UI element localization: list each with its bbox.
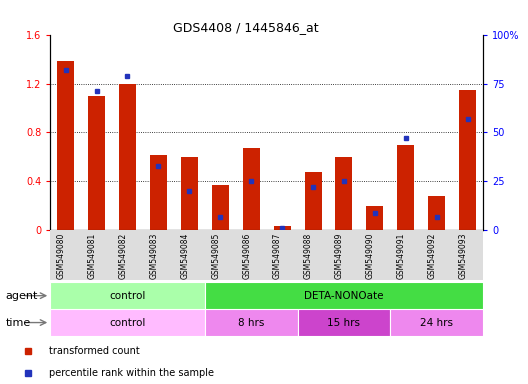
Text: time: time xyxy=(5,318,31,328)
Text: 24 hrs: 24 hrs xyxy=(420,318,453,328)
Text: GSM549085: GSM549085 xyxy=(211,233,220,279)
Text: 15 hrs: 15 hrs xyxy=(327,318,361,328)
Text: GSM549089: GSM549089 xyxy=(335,233,344,279)
Bar xyxy=(50,282,205,309)
Text: GSM549082: GSM549082 xyxy=(118,233,127,279)
Text: percentile rank within the sample: percentile rank within the sample xyxy=(49,368,214,378)
Text: GSM549080: GSM549080 xyxy=(56,233,65,279)
Text: GSM549091: GSM549091 xyxy=(397,233,406,279)
Text: GSM549083: GSM549083 xyxy=(149,233,158,279)
Text: GSM549090: GSM549090 xyxy=(366,233,375,280)
Text: GSM549092: GSM549092 xyxy=(428,233,437,279)
Text: GSM549081: GSM549081 xyxy=(88,233,97,279)
Bar xyxy=(428,196,445,230)
Bar xyxy=(50,309,205,336)
Bar xyxy=(181,157,198,230)
Text: transformed count: transformed count xyxy=(49,346,140,356)
Text: DETA-NONOate: DETA-NONOate xyxy=(304,291,384,301)
Text: GSM549087: GSM549087 xyxy=(273,233,282,279)
Bar xyxy=(243,148,260,230)
Text: GSM549086: GSM549086 xyxy=(242,233,251,279)
Bar xyxy=(57,61,74,230)
Bar xyxy=(119,84,136,230)
Bar xyxy=(212,185,229,230)
Bar xyxy=(397,145,414,230)
Bar xyxy=(366,206,383,230)
Text: control: control xyxy=(109,318,146,328)
Bar xyxy=(150,154,167,230)
Text: GSM549088: GSM549088 xyxy=(304,233,313,279)
Text: GSM549093: GSM549093 xyxy=(459,233,468,280)
Bar xyxy=(88,96,105,230)
Text: GDS4408 / 1445846_at: GDS4408 / 1445846_at xyxy=(173,21,318,34)
Bar xyxy=(335,157,353,230)
Bar xyxy=(390,309,483,336)
Bar xyxy=(298,309,390,336)
Bar xyxy=(274,225,290,230)
Text: 8 hrs: 8 hrs xyxy=(238,318,265,328)
Text: GSM549084: GSM549084 xyxy=(181,233,190,279)
Text: control: control xyxy=(109,291,146,301)
Bar xyxy=(205,282,483,309)
Bar xyxy=(305,172,322,230)
Bar xyxy=(205,309,298,336)
Text: agent: agent xyxy=(5,291,37,301)
Bar xyxy=(459,89,476,230)
